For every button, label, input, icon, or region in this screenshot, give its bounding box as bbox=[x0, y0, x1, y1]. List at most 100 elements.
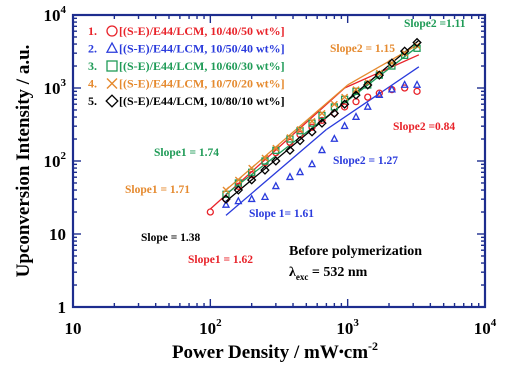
slope-annotation-2: Slope2 = 1.15 bbox=[330, 43, 395, 55]
point-series-3 bbox=[222, 190, 230, 198]
legend-index-5: 5. bbox=[88, 94, 97, 108]
x-tick-label-exponent: 4 bbox=[491, 317, 497, 329]
lambda-subscript: exc bbox=[296, 272, 309, 282]
slope-annotation-8: Slope = 1.38 bbox=[141, 232, 201, 244]
point-series-2 bbox=[340, 121, 349, 130]
point-series-5 bbox=[295, 135, 305, 146]
slope-annotation-1: Slope2 =1.11 bbox=[404, 18, 466, 30]
legend-index-2: 2. bbox=[88, 42, 97, 56]
point-series-4-stroke-b bbox=[330, 100, 338, 108]
point-series-2 bbox=[271, 181, 280, 190]
point-series-5 bbox=[221, 194, 231, 204]
point-series-2 bbox=[247, 194, 256, 203]
fit-line-series-2 bbox=[225, 129, 327, 216]
point-series-5 bbox=[363, 80, 373, 90]
point-series-4 bbox=[248, 164, 256, 172]
point-series-5 bbox=[387, 58, 397, 68]
point-series-4 bbox=[341, 93, 349, 101]
point-series-5 bbox=[399, 46, 410, 56]
point-series-3 bbox=[352, 87, 360, 95]
point-series-4 bbox=[352, 86, 360, 94]
point-series-5 bbox=[339, 99, 350, 109]
point-series-3 bbox=[296, 127, 304, 135]
y-tick-label-exponent: 2 bbox=[61, 150, 67, 162]
point-series-4-stroke-b bbox=[261, 154, 269, 162]
legend-marker-5 bbox=[105, 94, 119, 108]
y-tick-label-exponent: 4 bbox=[61, 4, 67, 16]
legend-label-1: [(S-E)/E44/LCM, 10/40/50 wt%] bbox=[119, 24, 285, 38]
x-axis-label-sup: -2 bbox=[368, 339, 378, 353]
y-tick-label-exponent: 3 bbox=[61, 77, 67, 89]
x-axis-label-unit: cm bbox=[344, 342, 368, 363]
x-tick-label: 104 bbox=[474, 317, 497, 338]
point-series-4-stroke-b bbox=[234, 176, 242, 184]
point-series-4-stroke-b bbox=[296, 126, 304, 134]
legend-marker-3 bbox=[106, 60, 118, 72]
legend-marker-4 bbox=[106, 78, 118, 89]
point-series-1 bbox=[308, 123, 316, 131]
point-series-2 bbox=[330, 134, 339, 142]
point-series-2 bbox=[307, 159, 317, 168]
data-points bbox=[206, 37, 422, 216]
legend-marker-1 bbox=[106, 25, 118, 37]
fit-line-series-5 bbox=[225, 39, 420, 202]
point-series-5 bbox=[271, 156, 281, 166]
point-series-4-stroke-b bbox=[352, 86, 360, 94]
point-series-4-stroke-b bbox=[341, 93, 349, 101]
point-series-2 bbox=[260, 192, 270, 201]
y-axis-label: Upconversion Intensity / a.u. bbox=[13, 45, 34, 278]
point-series-4-stroke-b bbox=[318, 109, 326, 117]
point-series-4-stroke-b bbox=[286, 133, 294, 141]
point-series-4 bbox=[272, 144, 280, 152]
x-tick-label: 102 bbox=[199, 317, 222, 338]
point-series-5 bbox=[260, 165, 270, 175]
condition-line2: λexc = 532 nm bbox=[289, 265, 368, 282]
point-series-4 bbox=[364, 78, 372, 86]
point-series-4 bbox=[261, 154, 269, 162]
x-tick-label-base: 10 bbox=[199, 319, 216, 338]
point-series-4 bbox=[375, 69, 383, 77]
slope-annotation-7: Slope 1= 1.61 bbox=[249, 208, 314, 220]
point-series-1 bbox=[206, 208, 214, 216]
legend-index-3: 3. bbox=[88, 59, 97, 73]
point-series-2 bbox=[234, 196, 243, 205]
point-series-1 bbox=[318, 116, 326, 125]
slope-annotation-5: Slope2 = 1.27 bbox=[333, 155, 398, 167]
point-series-1 bbox=[340, 103, 349, 111]
point-series-4-stroke-b bbox=[401, 49, 409, 57]
legend-marker-2 bbox=[105, 41, 119, 53]
point-series-1 bbox=[413, 87, 421, 95]
y-tick-label-base: 1 bbox=[58, 298, 67, 317]
point-series-2 bbox=[351, 112, 361, 120]
x-axis-label-dot: • bbox=[339, 345, 344, 360]
point-series-5 bbox=[317, 118, 327, 128]
legend-marker-4-stroke-b bbox=[106, 78, 118, 89]
point-series-5 bbox=[351, 90, 361, 100]
x-tick-label-exponent: 2 bbox=[216, 317, 222, 329]
point-series-3 bbox=[286, 135, 294, 143]
y-tick-label: 102 bbox=[44, 150, 67, 171]
point-series-2 bbox=[412, 80, 422, 88]
slope-annotation-3: Slope2 =0.84 bbox=[393, 121, 455, 133]
point-series-2 bbox=[400, 80, 409, 88]
point-series-4 bbox=[222, 186, 230, 194]
point-series-5 bbox=[329, 108, 340, 119]
point-series-2 bbox=[295, 167, 305, 176]
y-tick-label: 104 bbox=[44, 4, 67, 25]
point-series-2 bbox=[375, 90, 384, 98]
point-series-2 bbox=[317, 145, 327, 154]
legend-index-4: 4. bbox=[88, 77, 97, 91]
point-series-5 bbox=[246, 175, 257, 185]
plot-frame bbox=[71, 13, 487, 309]
x-tick-label: 103 bbox=[336, 317, 359, 338]
point-series-4 bbox=[296, 126, 304, 134]
y-tick-label: 10 bbox=[49, 225, 66, 244]
point-series-2 bbox=[221, 200, 231, 208]
point-series-2 bbox=[363, 102, 372, 110]
point-series-4-stroke-b bbox=[364, 78, 372, 86]
x-axis-label-main: Power Density / mW bbox=[172, 342, 339, 363]
point-series-5 bbox=[374, 70, 385, 80]
y-tick-label-base: 10 bbox=[44, 79, 61, 98]
point-series-5 bbox=[412, 37, 422, 48]
